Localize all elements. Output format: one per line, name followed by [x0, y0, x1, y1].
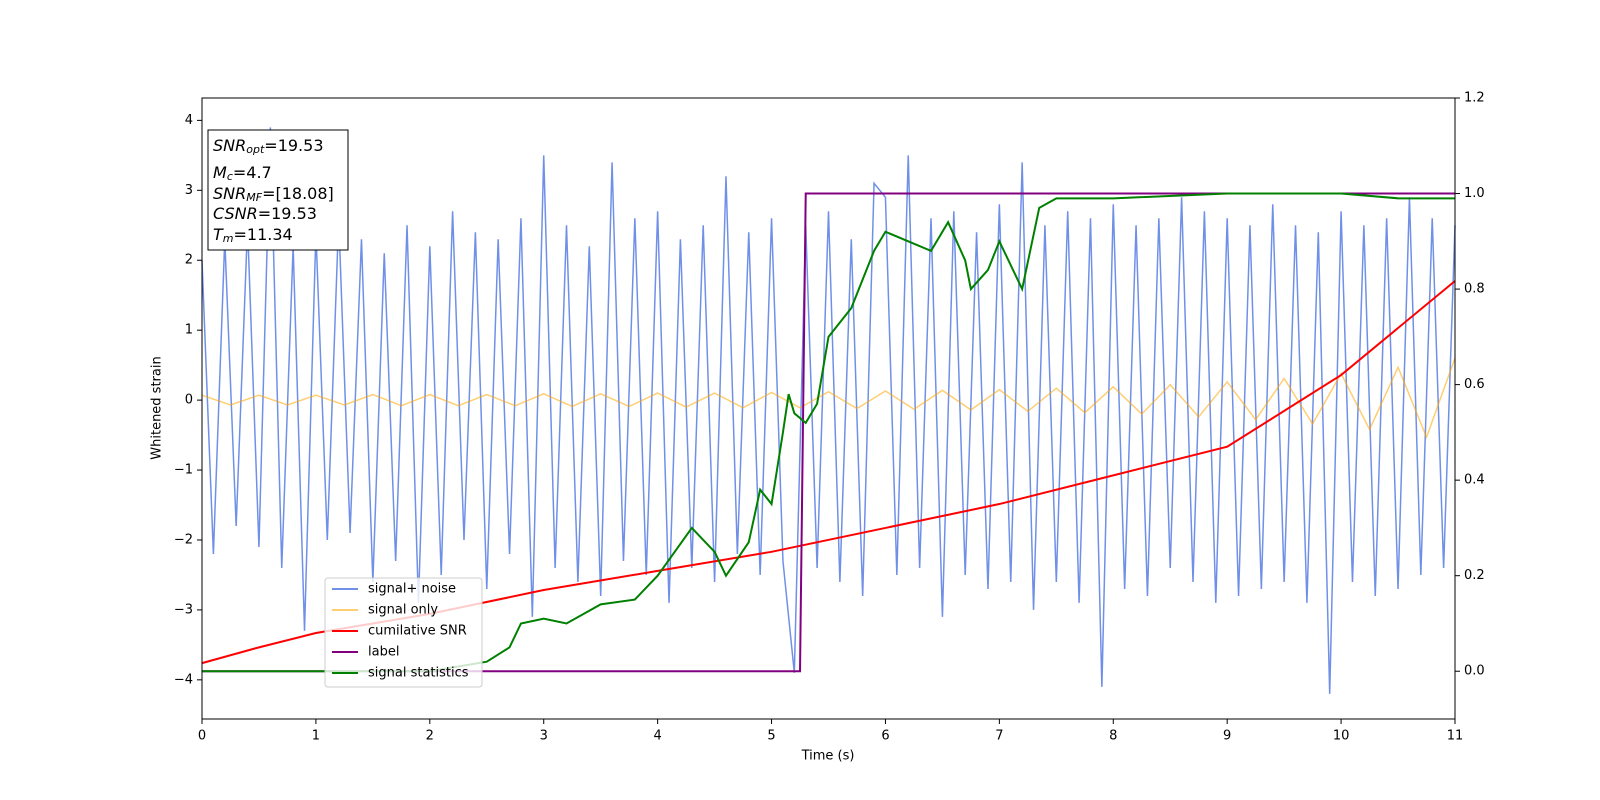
x-axis-label: Time (s)	[801, 749, 855, 764]
x-tick-label: 0	[198, 729, 206, 744]
legend: signal+ noise signal only cumilative SNR la…	[324, 577, 483, 688]
y-tick-label: 1	[185, 323, 193, 338]
annotation-subscript: opt	[246, 143, 265, 156]
y-tick-label: −4	[174, 672, 193, 687]
legend-label: label	[368, 645, 399, 660]
legend-label: signal only	[368, 603, 438, 618]
y-tick-label: 3	[185, 183, 193, 198]
y2-tick-label: 0.2	[1464, 568, 1485, 583]
y2-tick-label: 0.8	[1464, 282, 1485, 297]
x-tick-label: 7	[995, 729, 1003, 744]
x-tick-label: 10	[1333, 729, 1350, 744]
x-tick-label: 4	[653, 729, 661, 744]
annotation-value: =4.7	[233, 163, 272, 182]
x-tick-label: 8	[1109, 729, 1117, 744]
annotation-name: SNR	[213, 184, 246, 203]
x-tick-label: 6	[881, 729, 889, 744]
y2-tick-label: 0.6	[1464, 377, 1485, 392]
plot-area	[201, 127, 1456, 694]
y-axis-label: Whitened strain	[150, 356, 165, 459]
y2-tick-label: 0.0	[1464, 664, 1485, 679]
annotation-name: CSNR	[213, 204, 258, 223]
series-line	[201, 280, 1456, 665]
annotation-value: =[18.08]	[262, 184, 334, 203]
annotation-frame	[207, 129, 349, 251]
series-line	[201, 127, 1456, 694]
annotation-value: =19.53	[258, 204, 317, 223]
annotation-line: SNRMF=[18.08]	[213, 184, 334, 205]
plot-frame	[201, 97, 1456, 720]
y2-tick-label: 0.4	[1464, 473, 1485, 488]
y-tick-label: −2	[174, 532, 193, 547]
annotation-subscript: m	[223, 232, 234, 245]
annotation-name: T	[213, 225, 224, 244]
annotation-line: Tm=11.34	[213, 225, 293, 246]
series-line	[202, 192, 1455, 673]
annotation-value: =11.34	[234, 225, 293, 244]
x-tick-label: 1	[312, 729, 320, 744]
x-tick-label: 2	[426, 729, 434, 744]
y2-tick-label: 1.0	[1464, 186, 1485, 201]
x-tick-label: 9	[1223, 729, 1231, 744]
annotation-name: SNR	[213, 136, 246, 155]
annotation-line: Mc=4.7	[213, 163, 272, 184]
y-tick-label: 2	[185, 253, 193, 268]
annotation-value: =19.53	[264, 136, 323, 155]
annotation-line: SNRopt=19.53	[213, 136, 324, 157]
x-tick-label: 3	[540, 729, 548, 744]
annotation-box: SNRopt=19.53Mc=4.7SNRMF=[18.08]CSNR=19.5…	[207, 129, 349, 251]
series-line	[202, 192, 1455, 673]
y-tick-label: −3	[174, 602, 193, 617]
legend-frame	[324, 577, 483, 688]
x-tick-label: 11	[1447, 729, 1464, 744]
legend-label: signal+ noise	[368, 582, 456, 597]
y-tick-label: −1	[174, 463, 193, 478]
annotation-subscript: MF	[246, 191, 262, 204]
annotation-line: CSNR=19.53	[213, 204, 317, 223]
series-line	[201, 357, 1456, 440]
legend-label: signal statistics	[368, 666, 469, 681]
y2-tick-label: 1.2	[1464, 91, 1485, 106]
annotation-subscript: c	[227, 170, 233, 183]
y-tick-label: 0	[185, 393, 193, 408]
x-tick-label: 5	[767, 729, 775, 744]
y-tick-label: 4	[185, 113, 193, 128]
annotation-name: M	[213, 163, 227, 182]
legend-label: cumilative SNR	[368, 624, 467, 639]
